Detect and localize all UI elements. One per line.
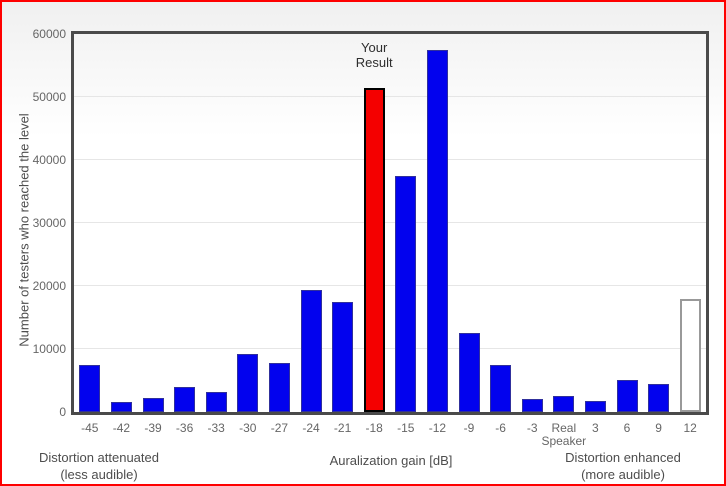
x-axis-title: Auralization gain [dB] [329,453,453,468]
gridline-40000 [74,159,706,160]
x-tick-label--24: -24 [302,421,320,435]
bar-12 [679,299,701,412]
x-tick-label--39: -39 [144,421,162,435]
x-tick-label--15: -15 [397,421,415,435]
bar--9 [458,333,480,412]
bar--39 [142,398,164,412]
your-result-line2: Result [355,55,393,70]
plot-area [71,31,709,415]
your-result-annotation: Your Result [329,40,419,70]
bar--6 [490,365,512,412]
y-axis-title: Number of testers who reached the level [16,113,32,347]
bar-9 [648,384,670,412]
bar--24 [300,290,322,412]
footer-right-line2: (more audible) [581,467,665,482]
x-tick-label--27: -27 [270,421,289,435]
y-tick-label-10000: 10000 [32,342,66,356]
bar--36 [174,387,196,412]
bar-3 [584,401,606,412]
x-tick-label--36: -36 [175,421,194,435]
x-tick-label--30: -30 [239,421,257,435]
footer-left-line2: (less audible) [60,467,138,482]
footer-distortion-attenuated: Distortion attenuated (less audible) [2,449,199,483]
y-tick-label-50000: 50000 [32,90,66,104]
bar--45 [79,365,101,412]
y-tick-label-30000: 30000 [32,216,66,230]
x-tick-label--45: -45 [81,421,99,435]
bar--42 [110,402,132,412]
x-tick-label--6: -6 [495,421,506,435]
footer-left-line1: Distortion attenuated [39,450,159,465]
x-tick-label-12: 12 [683,421,697,435]
bar-real-speaker [553,396,575,412]
bar--21 [332,302,354,412]
gridline-30000 [74,222,706,223]
gridline-20000 [74,285,706,286]
bar--30 [237,354,259,412]
bar--15 [395,176,417,412]
x-tick-label--33: -33 [207,421,225,435]
x-tick-label--18: -18 [365,421,383,435]
x-tick-label--3: -3 [526,421,538,435]
bar--33 [205,392,227,412]
bar--27 [268,363,290,412]
bar--3 [521,399,543,412]
bar--18 [363,88,385,412]
gridline-50000 [74,96,706,97]
y-tick-label-0: 0 [59,405,66,419]
footer-distortion-enhanced: Distortion enhanced (more audible) [523,449,723,483]
gridline-10000 [74,348,706,349]
x-tick-label--42: -42 [112,421,131,435]
x-tick-label--21: -21 [333,421,352,435]
x-tick-label-6: 6 [623,421,631,435]
x-tick-label--12: -12 [428,421,447,435]
y-tick-label-40000: 40000 [32,153,66,167]
y-tick-label-20000: 20000 [32,279,66,293]
x-tick-label-9: 9 [655,421,662,435]
bar-6 [616,380,638,412]
x-tick-label-real-speaker: Real Speaker [541,421,587,448]
bar--12 [426,50,448,412]
footer-right-line1: Distortion enhanced [565,450,681,465]
x-tick-label--9: -9 [463,421,475,435]
y-tick-label-60000: 60000 [32,27,66,41]
your-result-line1: Your [361,40,388,55]
x-tick-label-3: 3 [592,421,599,435]
